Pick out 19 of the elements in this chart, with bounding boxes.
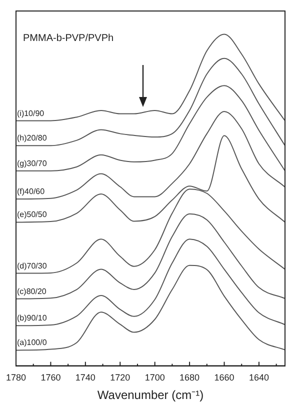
- series-label: (a)100/0: [17, 338, 48, 348]
- series-label: (c)80/20: [17, 286, 47, 296]
- series-label: (i)10/90: [17, 108, 45, 118]
- x-tick-label: 1760: [40, 372, 61, 383]
- x-tick-label: 1720: [110, 372, 130, 383]
- series-label: (f)40/60: [17, 187, 46, 196]
- x-tick-label: 1780: [6, 372, 26, 383]
- series-label: (b)90/10: [17, 314, 48, 323]
- series-label: (h)20/80: [17, 134, 48, 143]
- x-tick-label: 1700: [144, 372, 165, 383]
- x-tick-label: 1740: [75, 372, 96, 383]
- series-label: (e)50/50: [17, 210, 48, 220]
- x-tick-label: 1680: [180, 372, 200, 383]
- x-tick-label: 1660: [214, 372, 234, 383]
- chart-title: PMMA-b-PVP/PVPh: [23, 33, 114, 44]
- series-label: (g)30/70: [17, 158, 48, 168]
- x-tick-label: 1640: [248, 372, 269, 383]
- x-axis-title: Wavenumber (cm⁻¹): [97, 388, 204, 402]
- series-label: (d)70/30: [17, 261, 48, 270]
